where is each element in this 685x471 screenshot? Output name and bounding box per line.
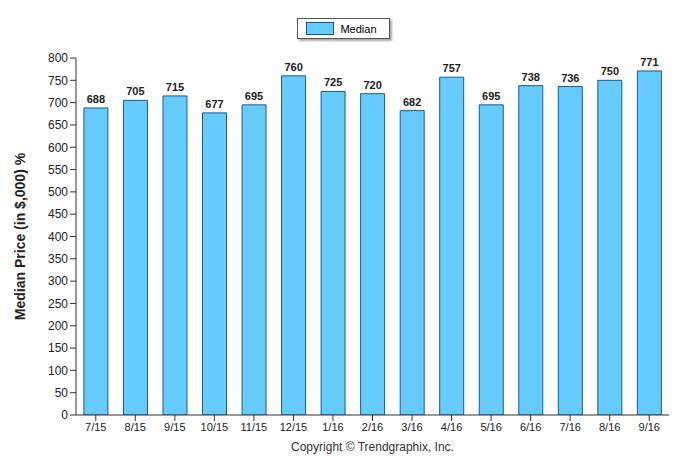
svg-text:300: 300 bbox=[48, 274, 68, 288]
svg-text:695: 695 bbox=[482, 90, 500, 102]
svg-text:500: 500 bbox=[48, 185, 68, 199]
svg-text:9/15: 9/15 bbox=[164, 421, 185, 433]
svg-text:760: 760 bbox=[284, 61, 302, 73]
svg-text:738: 738 bbox=[522, 71, 540, 83]
svg-text:400: 400 bbox=[48, 230, 68, 244]
svg-text:150: 150 bbox=[48, 341, 68, 355]
svg-text:720: 720 bbox=[363, 79, 381, 91]
svg-text:750: 750 bbox=[48, 74, 68, 88]
svg-text:350: 350 bbox=[48, 252, 68, 266]
svg-text:771: 771 bbox=[640, 56, 658, 68]
svg-text:800: 800 bbox=[48, 51, 68, 65]
svg-text:3/16: 3/16 bbox=[401, 421, 422, 433]
svg-text:450: 450 bbox=[48, 207, 68, 221]
svg-text:677: 677 bbox=[205, 98, 223, 110]
svg-text:11/15: 11/15 bbox=[241, 421, 268, 433]
svg-text:750: 750 bbox=[601, 65, 619, 77]
svg-text:7/16: 7/16 bbox=[559, 421, 580, 433]
svg-text:0: 0 bbox=[61, 408, 68, 422]
svg-text:757: 757 bbox=[443, 62, 461, 74]
svg-text:2/16: 2/16 bbox=[362, 421, 383, 433]
svg-text:50: 50 bbox=[55, 386, 69, 400]
svg-text:550: 550 bbox=[48, 163, 68, 177]
svg-text:7/15: 7/15 bbox=[85, 421, 106, 433]
svg-text:12/15: 12/15 bbox=[280, 421, 308, 433]
svg-text:8/15: 8/15 bbox=[125, 421, 146, 433]
svg-text:695: 695 bbox=[245, 90, 263, 102]
svg-text:8/16: 8/16 bbox=[599, 421, 620, 433]
svg-text:705: 705 bbox=[126, 85, 144, 97]
html-text:Median: Median bbox=[340, 22, 377, 35]
svg-text:736: 736 bbox=[561, 72, 579, 84]
svg-text:650: 650 bbox=[48, 118, 68, 132]
svg-text:688: 688 bbox=[87, 93, 105, 105]
svg-text:1/16: 1/16 bbox=[322, 421, 343, 433]
svg-text:5/16: 5/16 bbox=[480, 421, 501, 433]
svg-text:10/15: 10/15 bbox=[201, 421, 229, 433]
svg-text:6/16: 6/16 bbox=[520, 421, 541, 433]
svg-text:715: 715 bbox=[166, 81, 184, 93]
svg-text:9/16: 9/16 bbox=[639, 421, 660, 433]
svg-text:100: 100 bbox=[48, 364, 68, 378]
svg-text:4/16: 4/16 bbox=[441, 421, 462, 433]
svg-text:Median Price (in $,000) %: Median Price (in $,000) % bbox=[12, 152, 28, 320]
html-text:Copyright © Trendgraphix, Inc.: Copyright © Trendgraphix, Inc. bbox=[291, 440, 454, 454]
svg-text:600: 600 bbox=[48, 141, 68, 155]
svg-text:200: 200 bbox=[48, 319, 68, 333]
svg-text:250: 250 bbox=[48, 297, 68, 311]
svg-text:725: 725 bbox=[324, 76, 342, 88]
svg-text:682: 682 bbox=[403, 96, 421, 108]
svg-text:700: 700 bbox=[48, 96, 68, 110]
